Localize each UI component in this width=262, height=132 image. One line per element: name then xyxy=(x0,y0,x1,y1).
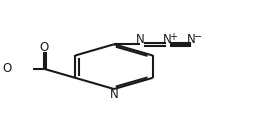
Text: O: O xyxy=(3,62,12,75)
Text: N: N xyxy=(110,88,118,101)
Text: O: O xyxy=(39,41,48,54)
Text: N: N xyxy=(187,33,195,46)
Text: N: N xyxy=(162,33,171,46)
Text: +: + xyxy=(169,32,177,42)
Text: −: − xyxy=(194,32,202,42)
Text: N: N xyxy=(136,33,145,46)
